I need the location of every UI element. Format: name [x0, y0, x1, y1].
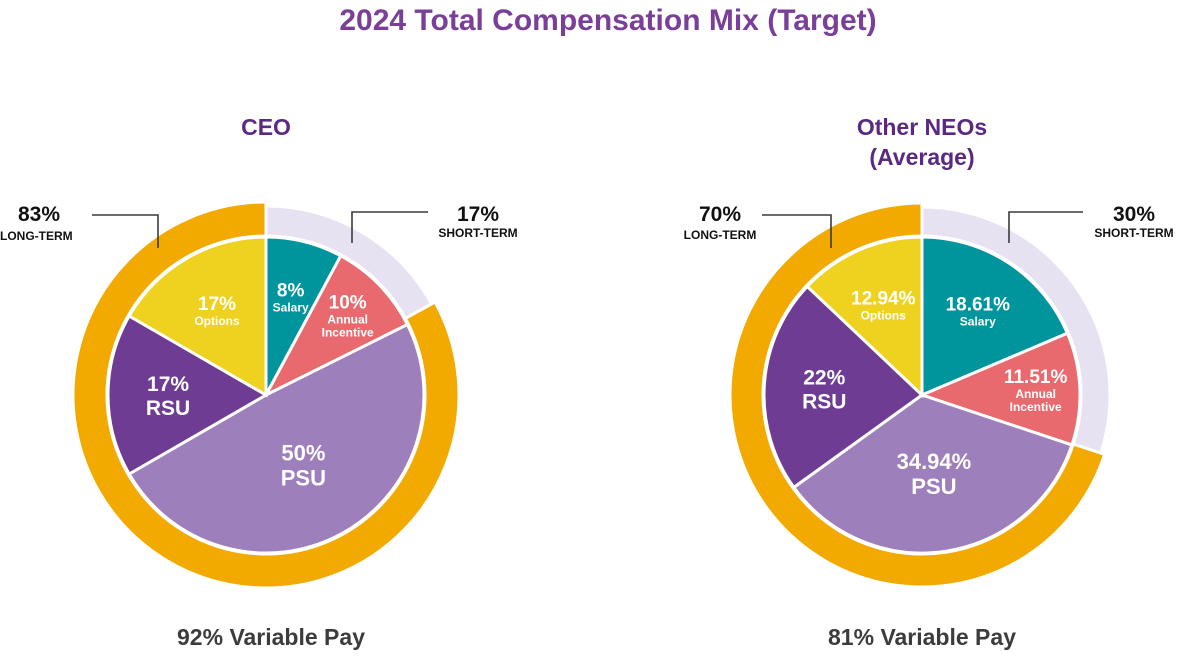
slice-value-label: 17%	[198, 294, 236, 315]
slice-category-label: Annual	[1015, 387, 1056, 401]
pie-slice-options	[127, 235, 268, 398]
pie-slice-rsu	[106, 313, 269, 477]
variable-pay-footer: 81% Variable Pay	[828, 624, 1016, 650]
slice-category-label: Salary	[960, 314, 996, 328]
slice-category-label: Annual	[327, 312, 368, 326]
slice-category-label: PSU	[911, 474, 956, 499]
slice-category-label: Incentive	[1010, 400, 1062, 414]
short-term-value: 17%	[457, 203, 499, 226]
chart-subtitle: CEO	[241, 114, 291, 140]
slice-value-label: 22%	[803, 366, 845, 389]
pie-slice-salary	[920, 235, 1070, 398]
pie-slice-psu	[127, 322, 426, 555]
slice-value-label: 34.94%	[897, 449, 972, 474]
slice-value-label: 11.51%	[1004, 367, 1067, 388]
slice-category-label: RSU	[146, 397, 190, 420]
long-term-value: 70%	[699, 203, 741, 226]
long-term-label: LONG-TERM	[0, 229, 73, 243]
long-term-label: LONG-TERM	[684, 228, 757, 242]
pie-slice-rsu	[762, 284, 925, 490]
slice-value-label: 12.94%	[851, 289, 916, 310]
long-term-value: 83%	[18, 203, 60, 226]
chart-title: 2024 Total Compensation Mix (Target)	[339, 4, 876, 37]
slice-category-label: Options	[194, 314, 240, 328]
slice-value-label: 10%	[329, 292, 367, 313]
slice-value-label: 18.61%	[946, 294, 1011, 315]
short-term-label: SHORT-TERM	[1094, 226, 1173, 240]
short-term-leader-line	[351, 211, 428, 243]
pie-slice-annual-incentive	[262, 253, 410, 399]
slice-value-label: 17%	[147, 373, 189, 396]
short-term-value: 30%	[1113, 203, 1155, 226]
slice-category-label: RSU	[802, 390, 846, 413]
slice-value-label: 50%	[281, 440, 325, 465]
variable-pay-footer: 92% Variable Pay	[177, 624, 365, 650]
slice-category-label: Incentive	[322, 325, 374, 339]
slice-value-label: 8%	[277, 281, 305, 302]
slice-labels: 8%Salary 10%AnnualIncentive50%PSU17%RSU17…	[146, 281, 374, 491]
long-term-leader-line	[92, 214, 159, 248]
slice-category-label: Options	[861, 309, 907, 323]
chart-subtitle: Other NEOs	[857, 114, 987, 140]
pie-slice-psu	[791, 393, 1074, 555]
long-term-leader-line	[762, 214, 832, 248]
slice-category-label: PSU	[281, 465, 326, 490]
pie-slice-options	[805, 235, 924, 399]
pie-slice-annual-incentive	[917, 331, 1082, 447]
chart-subtitle: (Average)	[869, 144, 974, 170]
short-term-leader-line	[1008, 211, 1083, 243]
pie-chart-ceo: 8%Salary 10%AnnualIncentive50%PSU17%RSU17…	[0, 114, 518, 650]
short-term-label: SHORT-TERM	[438, 226, 517, 240]
slice-category-label: Salary	[273, 301, 309, 315]
